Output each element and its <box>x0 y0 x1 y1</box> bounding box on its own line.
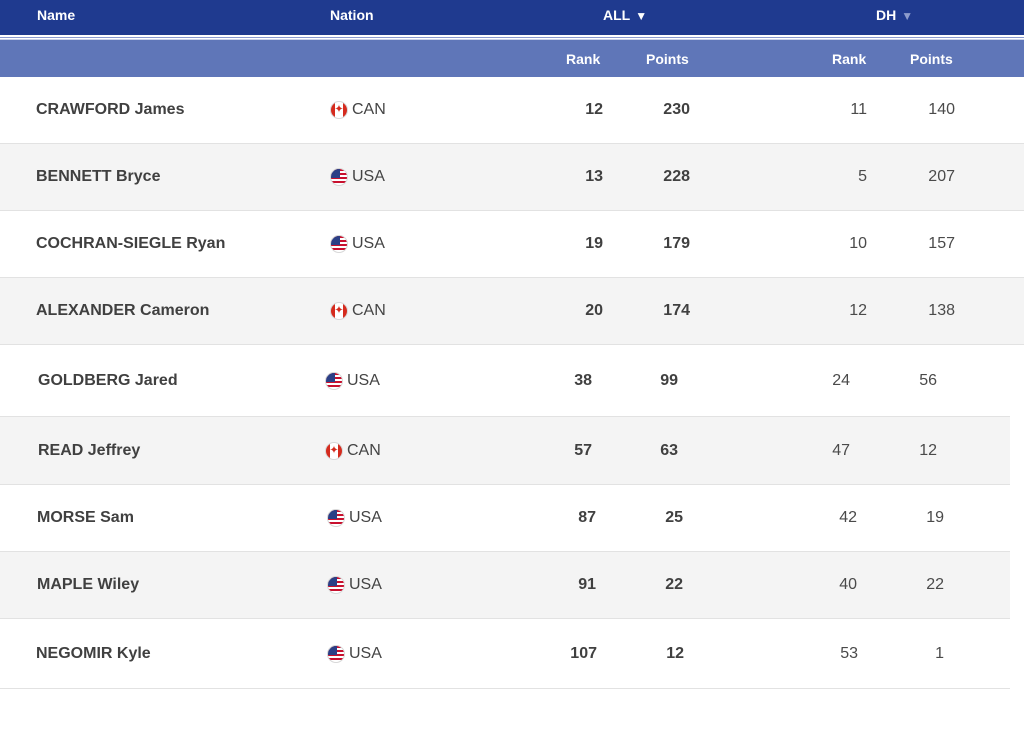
nation-code: USA <box>352 235 385 252</box>
dh-points: 140 <box>928 101 955 118</box>
dh-points: 138 <box>928 302 955 319</box>
dh-rank: 11 <box>850 101 867 118</box>
dh-rank: 42 <box>839 509 857 526</box>
table-row[interactable]: READ Jeffrey CAN 57 63 47 12 <box>0 417 1010 485</box>
all-rank-header[interactable]: Rank <box>566 51 601 67</box>
table-row[interactable]: GOLDBERG Jared USA 38 99 24 56 <box>0 345 1010 417</box>
nation-code: USA <box>347 371 380 389</box>
nation-cell: USA <box>327 576 382 594</box>
table-header: Name Nation ALL ▼ DH ▼ <box>0 0 1024 35</box>
nation-cell: USA <box>325 371 380 390</box>
nation-cell: USA <box>330 168 385 186</box>
nation-cell: USA <box>327 644 382 663</box>
all-rank: 87 <box>578 509 596 526</box>
all-rank: 19 <box>585 235 603 252</box>
dh-points: 207 <box>928 168 955 185</box>
athlete-name[interactable]: READ Jeffrey <box>38 441 141 459</box>
all-rank: 91 <box>578 576 596 593</box>
canada-flag-icon <box>325 441 343 460</box>
usa-flag-icon <box>327 576 345 594</box>
nation-column-header[interactable]: Nation <box>330 7 374 23</box>
canada-flag-icon <box>330 101 348 119</box>
all-rank: 38 <box>574 371 592 389</box>
athlete-name[interactable]: GOLDBERG Jared <box>38 371 178 389</box>
dh-points: 1 <box>935 644 944 662</box>
table-row[interactable]: ALEXANDER Cameron CAN 20 174 12 138 <box>0 278 1024 345</box>
dh-rank: 53 <box>840 644 858 662</box>
usa-flag-icon <box>325 371 343 390</box>
nation-cell: USA <box>330 235 385 253</box>
dh-rank: 24 <box>832 371 850 389</box>
dh-discipline-sort-header[interactable]: DH ▼ <box>876 8 913 22</box>
nation-code: CAN <box>352 101 386 118</box>
usa-flag-icon <box>327 509 345 527</box>
table-subheader: Rank Points Rank Points <box>0 40 1024 77</box>
athlete-name[interactable]: MAPLE Wiley <box>37 576 140 593</box>
nation-cell: CAN <box>330 101 386 119</box>
dh-rank: 40 <box>839 576 857 593</box>
usa-flag-icon <box>327 644 345 663</box>
nation-code: USA <box>349 509 382 526</box>
athlete-name[interactable]: CRAWFORD James <box>36 101 185 118</box>
table-row[interactable]: COCHRAN-SIEGLE Ryan USA 19 179 10 157 <box>0 211 1024 278</box>
nation-cell: CAN <box>330 302 386 320</box>
nation-code: CAN <box>347 441 381 459</box>
header-divider <box>0 35 1024 40</box>
athlete-name[interactable]: MORSE Sam <box>37 509 134 526</box>
dh-points-header[interactable]: Points <box>910 51 953 67</box>
table-row[interactable]: BENNETT Bryce USA 13 228 5 207 <box>0 144 1024 211</box>
nation-code: USA <box>349 576 382 593</box>
dh-points: 56 <box>919 371 937 389</box>
dh-points: 19 <box>926 509 944 526</box>
athlete-name[interactable]: COCHRAN-SIEGLE Ryan <box>36 235 226 252</box>
table-row[interactable]: MORSE Sam USA 87 25 42 19 <box>0 485 1010 552</box>
all-points: 228 <box>663 168 690 185</box>
all-points: 230 <box>663 101 690 118</box>
name-column-header[interactable]: Name <box>37 7 76 23</box>
table-row[interactable]: CRAWFORD James CAN 12 230 11 140 <box>0 77 1024 144</box>
dh-points: 157 <box>928 235 955 252</box>
nation-code: CAN <box>352 302 386 319</box>
nation-cell: CAN <box>325 441 381 460</box>
all-points-header[interactable]: Points <box>646 51 689 67</box>
nation-cell: USA <box>327 509 382 527</box>
dh-rank: 47 <box>832 441 850 459</box>
all-disciplines-sort-header[interactable]: ALL ▼ <box>603 8 647 22</box>
sort-down-icon: ▼ <box>901 9 914 23</box>
dh-rank-header[interactable]: Rank <box>832 51 867 67</box>
all-points: 12 <box>666 644 684 662</box>
all-rank: 12 <box>585 101 603 118</box>
canada-flag-icon <box>330 302 348 320</box>
all-points: 179 <box>663 235 690 252</box>
dh-rank: 5 <box>858 168 867 185</box>
all-points: 25 <box>665 509 683 526</box>
table-row[interactable]: NEGOMIR Kyle USA 107 12 53 1 <box>0 619 1010 689</box>
table-row[interactable]: MAPLE Wiley USA 91 22 40 22 <box>0 552 1010 619</box>
usa-flag-icon <box>330 168 348 186</box>
nation-code: USA <box>349 644 382 662</box>
dh-rank: 10 <box>849 235 867 252</box>
all-label: ALL <box>603 7 631 23</box>
all-points: 63 <box>660 441 678 459</box>
athlete-name[interactable]: ALEXANDER Cameron <box>36 302 210 319</box>
all-rank: 20 <box>585 302 603 319</box>
nation-code: USA <box>352 168 385 185</box>
dh-label: DH <box>876 7 897 23</box>
all-rank: 107 <box>570 644 597 662</box>
all-rank: 57 <box>574 441 592 459</box>
sort-down-icon: ▼ <box>635 9 648 23</box>
dh-points: 12 <box>919 441 937 459</box>
all-points: 99 <box>660 371 678 389</box>
athlete-name[interactable]: BENNETT Bryce <box>36 168 161 185</box>
dh-points: 22 <box>926 576 944 593</box>
all-rank: 13 <box>585 168 603 185</box>
dh-rank: 12 <box>849 302 867 319</box>
athlete-name[interactable]: NEGOMIR Kyle <box>36 644 151 662</box>
usa-flag-icon <box>330 235 348 253</box>
all-points: 22 <box>665 576 683 593</box>
all-points: 174 <box>663 302 690 319</box>
